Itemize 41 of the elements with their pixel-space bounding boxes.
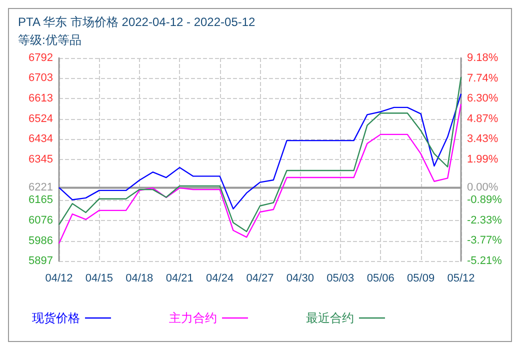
y-tick-label: 6434: [28, 133, 53, 146]
x-tick-label: 04/30: [286, 272, 314, 284]
y2-tick-label: 3.43%: [467, 133, 498, 146]
y-tick-label: 6076: [28, 214, 53, 226]
y2-tick-label: -2.33%: [467, 214, 502, 226]
x-tick-label: 04/21: [166, 272, 194, 284]
x-tick-label: 04/27: [246, 272, 274, 284]
x-tick-label: 04/12: [45, 272, 73, 284]
y-tick-label: 6613: [28, 92, 53, 105]
y-tick-label: 6165: [28, 194, 53, 206]
y2-tick-label: 6.30%: [467, 92, 498, 105]
x-tick-label: 04/24: [206, 272, 234, 284]
x-tick-label: 05/12: [447, 272, 475, 284]
legend-label: 最近合约: [306, 311, 354, 325]
y2-tick-label: -0.89%: [467, 194, 502, 206]
y-tick-label: 6703: [28, 72, 53, 84]
line-series: [58, 103, 462, 244]
chart-subtitle: 等级:优等品: [18, 33, 82, 47]
x-tick-label: 04/15: [85, 272, 113, 284]
y2-tick-label: 4.87%: [467, 112, 498, 125]
y-tick-label: 5897: [28, 255, 53, 267]
legend-label: 主力合约: [169, 311, 217, 325]
y2-tick-label: 9.18%: [467, 52, 498, 64]
chart-title: PTA 华东 市场价格 2022-04-12 - 2022-05-12: [18, 15, 256, 29]
y2-tick-label: -5.21%: [467, 255, 502, 267]
legend-label: 现货价格: [32, 311, 80, 325]
y-tick-label: 6792: [28, 52, 53, 64]
x-tick-label: 04/18: [126, 272, 154, 284]
y2-tick-label: 1.99%: [467, 153, 498, 166]
y2-tick-label: -3.77%: [467, 234, 502, 247]
y-tick-label: 6345: [28, 153, 53, 166]
y-tick-label: 5986: [28, 234, 53, 247]
y2-tick-label: 7.74%: [467, 72, 498, 84]
y2-tick-label: 0.00%: [467, 182, 498, 194]
y-tick-label: 6221: [28, 182, 53, 194]
x-tick-label: 05/09: [407, 272, 435, 284]
y-tick-label: 6524: [28, 112, 53, 125]
line-series: [58, 76, 462, 232]
line-series: [58, 93, 462, 210]
x-tick-label: 05/03: [326, 272, 354, 284]
x-tick-label: 05/06: [366, 272, 394, 284]
